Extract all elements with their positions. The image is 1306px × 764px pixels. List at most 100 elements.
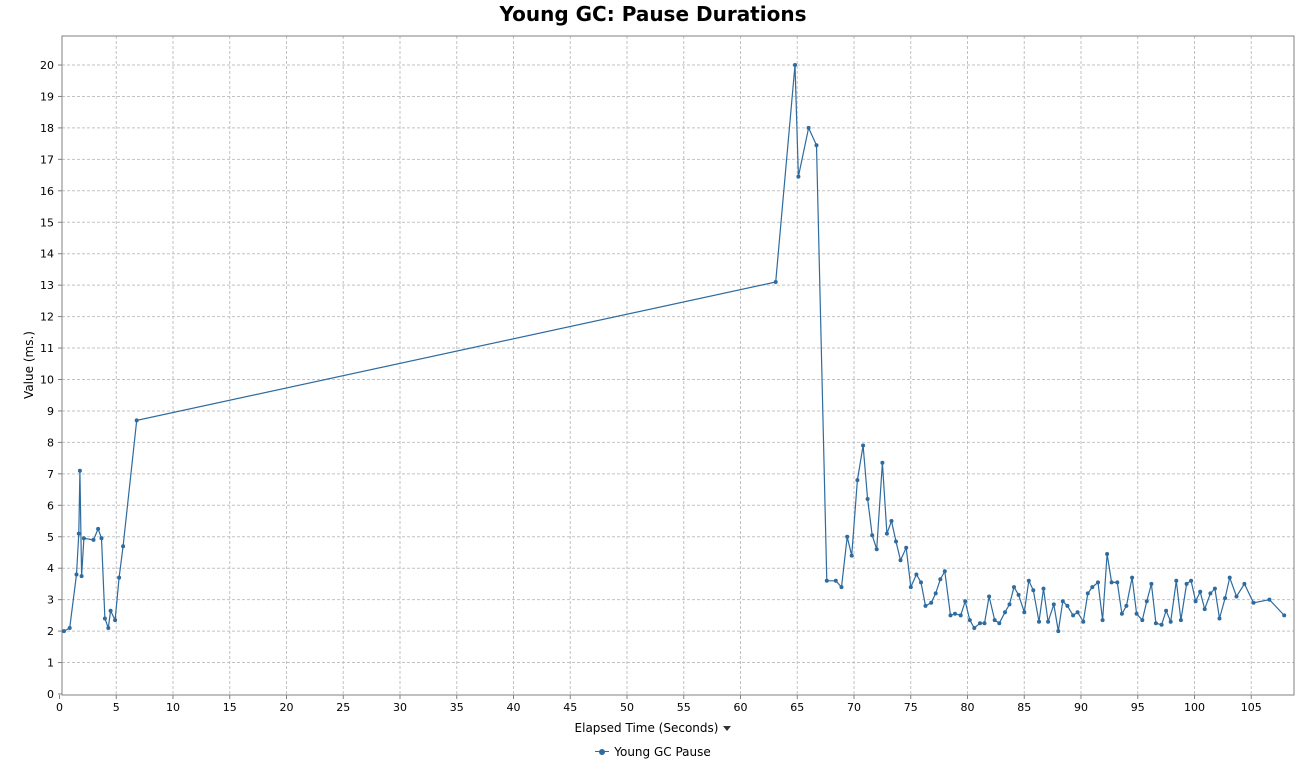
data-point[interactable] — [824, 578, 829, 583]
data-point[interactable] — [1003, 610, 1007, 615]
data-point[interactable] — [96, 526, 101, 531]
x-axis-label-container[interactable]: Elapsed Time (Seconds) — [0, 721, 1306, 735]
data-point[interactable] — [1046, 619, 1051, 624]
data-point[interactable] — [1267, 597, 1272, 602]
data-point[interactable] — [1217, 616, 1222, 621]
data-point[interactable] — [81, 536, 86, 541]
data-point[interactable] — [1119, 611, 1124, 616]
data-point[interactable] — [898, 558, 903, 563]
data-point[interactable] — [1134, 611, 1139, 616]
data-point[interactable] — [1016, 592, 1021, 597]
data-point[interactable] — [1115, 580, 1120, 585]
data-point[interactable] — [102, 616, 107, 621]
data-point[interactable] — [1251, 600, 1256, 605]
data-point[interactable] — [1208, 591, 1213, 596]
data-point[interactable] — [849, 553, 854, 558]
data-point[interactable] — [1202, 607, 1207, 612]
data-point[interactable] — [1212, 586, 1217, 591]
data-point[interactable] — [855, 478, 860, 483]
data-point[interactable] — [1090, 585, 1095, 590]
data-point[interactable] — [1164, 608, 1169, 613]
data-point[interactable] — [889, 519, 894, 523]
data-point[interactable] — [1065, 603, 1070, 608]
data-point[interactable] — [880, 460, 885, 465]
data-point[interactable] — [1041, 586, 1046, 591]
caret-down-icon[interactable] — [723, 726, 732, 731]
data-point[interactable] — [914, 572, 919, 577]
data-point[interactable] — [117, 575, 122, 580]
data-point[interactable] — [870, 533, 875, 538]
data-point[interactable] — [1031, 588, 1036, 593]
data-point[interactable] — [796, 174, 801, 179]
data-point[interactable] — [1193, 599, 1198, 604]
data-point[interactable] — [833, 578, 838, 583]
data-point[interactable] — [942, 569, 947, 574]
data-point[interactable] — [1178, 618, 1183, 623]
data-point[interactable] — [1159, 622, 1164, 627]
data-point[interactable] — [1149, 581, 1154, 586]
data-point[interactable] — [1242, 581, 1247, 586]
data-point[interactable] — [79, 574, 84, 579]
data-point[interactable] — [76, 531, 81, 536]
data-point[interactable] — [1124, 603, 1129, 608]
data-point[interactable] — [978, 621, 982, 626]
data-point[interactable] — [1012, 585, 1016, 590]
data-point[interactable] — [1109, 580, 1114, 585]
data-point[interactable] — [806, 125, 811, 130]
data-point[interactable] — [963, 599, 968, 604]
data-point[interactable] — [997, 621, 1002, 626]
data-point[interactable] — [1168, 619, 1173, 624]
data-point[interactable] — [1198, 589, 1203, 594]
data-point[interactable] — [1184, 581, 1189, 586]
data-point[interactable] — [91, 537, 96, 542]
data-point[interactable] — [1234, 594, 1239, 599]
data-point[interactable] — [1174, 578, 1179, 583]
data-point[interactable] — [1144, 599, 1149, 604]
data-point[interactable] — [793, 63, 797, 67]
data-point[interactable] — [1282, 613, 1287, 618]
data-point[interactable] — [1140, 618, 1145, 623]
data-point[interactable] — [62, 629, 66, 634]
data-point[interactable] — [987, 594, 992, 599]
data-point[interactable] — [972, 626, 977, 630]
data-point[interactable] — [938, 577, 943, 582]
data-point[interactable] — [1071, 613, 1076, 618]
data-point[interactable] — [113, 618, 118, 623]
data-point[interactable] — [845, 534, 850, 539]
data-point[interactable] — [1153, 621, 1158, 626]
data-point[interactable] — [67, 626, 72, 630]
data-point[interactable] — [1007, 602, 1012, 607]
data-point[interactable] — [1085, 591, 1090, 596]
data-point[interactable] — [861, 443, 866, 448]
data-point[interactable] — [1096, 580, 1100, 585]
data-point[interactable] — [884, 531, 889, 536]
data-point[interactable] — [967, 618, 972, 623]
data-point[interactable] — [74, 572, 79, 577]
data-point[interactable] — [1227, 575, 1232, 580]
data-point[interactable] — [1051, 602, 1056, 607]
data-point[interactable] — [904, 545, 909, 550]
data-point[interactable] — [992, 618, 997, 623]
data-point[interactable] — [134, 418, 139, 423]
data-point[interactable] — [953, 611, 957, 616]
data-point[interactable] — [1223, 596, 1228, 601]
data-point[interactable] — [1060, 599, 1065, 604]
data-point[interactable] — [77, 468, 82, 473]
data-point[interactable] — [948, 613, 953, 618]
data-point[interactable] — [108, 608, 113, 613]
data-point[interactable] — [1105, 552, 1110, 556]
data-point[interactable] — [958, 613, 963, 618]
data-point[interactable] — [874, 547, 879, 552]
data-point[interactable] — [982, 621, 987, 626]
data-point[interactable] — [839, 585, 844, 590]
data-point[interactable] — [929, 600, 934, 605]
data-point[interactable] — [865, 497, 870, 501]
data-point[interactable] — [1026, 578, 1031, 583]
data-point[interactable] — [1189, 578, 1194, 583]
data-point[interactable] — [894, 539, 898, 544]
data-point[interactable] — [1022, 610, 1027, 615]
data-point[interactable] — [99, 536, 104, 541]
data-point[interactable] — [1075, 610, 1080, 615]
data-point[interactable] — [121, 544, 126, 549]
data-point[interactable] — [923, 603, 928, 608]
